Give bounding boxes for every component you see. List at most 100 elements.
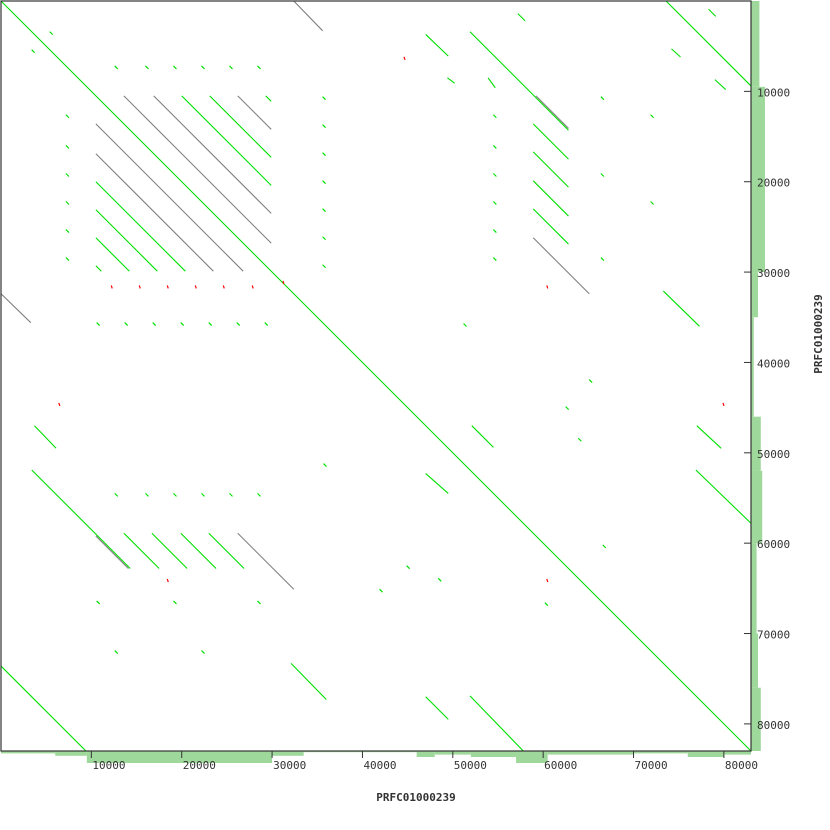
alignment-dot [322, 236, 327, 241]
alignment-dot [114, 65, 119, 70]
alignment-mark-red [546, 285, 549, 289]
alignment-dot [65, 229, 70, 233]
alignment-dot [145, 492, 149, 497]
alignment-segment [95, 123, 244, 272]
coverage-bar-x [633, 751, 688, 754]
alignment-segment [0, 0, 752, 752]
x-tick-label: 70000 [635, 759, 668, 772]
y-axis: 10000 20000 30000 40000 50000 60000 70000 80000 [744, 86, 790, 732]
alignment-segment [95, 181, 186, 272]
x-axis: 10000 20000 30000 40000 50000 60000 70000 80000 [90, 751, 758, 772]
alignment-dot [406, 565, 411, 570]
coverage-bar-y [751, 687, 761, 751]
alignment-dot [49, 31, 54, 36]
alignment-dot [96, 600, 101, 605]
alignment-segment [662, 290, 700, 327]
x-tick-label: 60000 [544, 759, 577, 772]
coverage-bar-y [751, 317, 754, 417]
alignment-dot [65, 201, 70, 205]
alignment-mark-red [251, 285, 254, 289]
alignment-dot [602, 544, 607, 549]
x-tick-label: 10000 [92, 759, 125, 772]
alignment-mark-red [166, 285, 169, 289]
alignment-dot [600, 257, 605, 261]
coverage-bar-x [687, 751, 724, 757]
alignment-dot [65, 114, 70, 119]
y-tick-label: 20000 [757, 177, 790, 190]
alignment-mark-red [222, 285, 225, 289]
alignment-segment [123, 532, 160, 569]
alignment-dot [565, 406, 570, 411]
coverage-bar-x [1, 751, 56, 754]
alignment-dot [588, 379, 593, 383]
alignment-segment [151, 532, 188, 569]
alignment-dot [492, 201, 497, 205]
alignment-segment [665, 0, 752, 87]
alignment-segment [237, 95, 272, 130]
y-axis-title: PRFC01000239 [812, 294, 825, 373]
x-tick-label: 30000 [273, 759, 306, 772]
alignment-dot [201, 65, 205, 70]
alignment-segment [517, 13, 526, 22]
alignment-segment [447, 77, 455, 84]
alignment-dot [201, 492, 205, 497]
alignment-dot [31, 49, 36, 54]
coverage-bar-x [470, 751, 517, 757]
alignment-dot [208, 322, 213, 327]
alignment-segment [696, 425, 722, 449]
coverage-bar-x [55, 751, 87, 756]
coverage-bar-x [416, 751, 435, 757]
alignment-mark-red [166, 578, 169, 583]
y-tick-label: 80000 [757, 719, 790, 732]
coverage-bar-y [751, 470, 763, 544]
alignment-segment [123, 95, 272, 244]
alignment-segment [209, 95, 272, 158]
alignment-dot [322, 96, 327, 101]
y-tick-label: 30000 [757, 267, 790, 280]
alignment-dot [180, 322, 185, 327]
alignment-segment [532, 151, 569, 188]
alignment-dot [173, 492, 177, 497]
alignment-mark-red [282, 280, 285, 285]
alignment-mark-red [58, 402, 61, 407]
coverage-histograms [1, 1, 765, 763]
alignment-segment [0, 293, 32, 324]
alignment-segment [181, 95, 272, 186]
alignment-dot [124, 322, 129, 327]
alignment-segment [425, 34, 449, 57]
coverage-bar-x [86, 751, 273, 763]
alignment-dot [96, 322, 101, 327]
alignment-dot [65, 173, 70, 177]
alignment-dot [492, 229, 497, 233]
alignment-segment [535, 95, 569, 129]
alignment-dot [544, 602, 549, 607]
alignment-dot [229, 65, 233, 70]
alignment-dot [322, 180, 327, 185]
alignment-dot [257, 600, 261, 605]
coverage-bar-y [751, 1, 760, 87]
x-tick-label: 20000 [183, 759, 216, 772]
alignment-segment [293, 0, 324, 32]
alignment-dot [264, 322, 269, 327]
alignment-segment [153, 95, 272, 214]
alignment-dot [322, 208, 327, 213]
alignment-dot [492, 257, 497, 261]
alignment-segment [469, 695, 524, 752]
coverage-bar-x [723, 751, 751, 755]
alignment-mark-red [194, 285, 197, 289]
alignment-mark-red [546, 578, 549, 583]
x-tick-label: 40000 [363, 759, 396, 772]
alignment-segment [469, 31, 569, 131]
alignment-dot [257, 492, 261, 497]
alignment-segment [95, 535, 129, 569]
alignment-segment [95, 237, 130, 272]
alignment-segment [237, 532, 295, 590]
alignment-dot [492, 173, 497, 177]
alignment-segment [425, 473, 449, 494]
alignment-segment [95, 265, 102, 272]
alignment-dot [492, 145, 497, 149]
alignment-dot [229, 492, 233, 497]
coverage-bar-y [751, 86, 765, 273]
alignment-segment [532, 208, 569, 245]
alignment-segment [532, 180, 569, 217]
